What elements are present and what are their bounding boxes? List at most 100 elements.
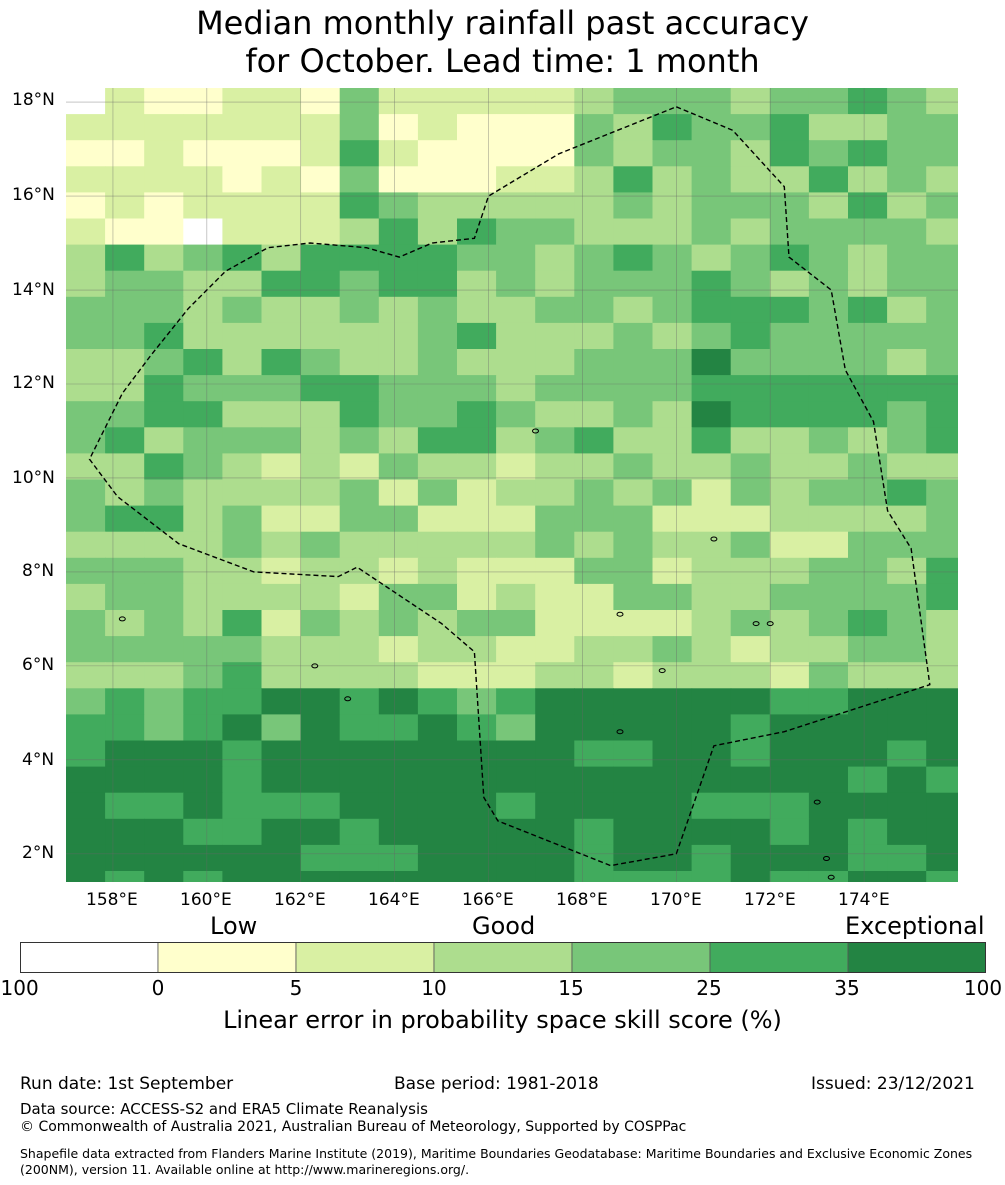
skill-cell bbox=[183, 583, 223, 611]
colorbar bbox=[20, 942, 986, 973]
skill-cell bbox=[574, 349, 614, 376]
skill-cell bbox=[300, 818, 341, 846]
skill-cell bbox=[574, 88, 614, 115]
skill-cell bbox=[848, 714, 888, 742]
skill-cell bbox=[261, 610, 302, 637]
skill-cell bbox=[652, 140, 693, 167]
skill-cell bbox=[926, 844, 958, 872]
skill-cell bbox=[417, 375, 458, 402]
skill-cell bbox=[300, 844, 341, 872]
skill-cell bbox=[574, 792, 614, 820]
skill-cell bbox=[926, 610, 958, 637]
colorbar-tick-5: 5 bbox=[289, 976, 303, 1000]
skill-cell bbox=[496, 244, 536, 272]
skill-cell bbox=[457, 636, 497, 663]
skill-cell bbox=[574, 662, 614, 689]
skill-cell bbox=[105, 218, 145, 246]
skill-cell bbox=[457, 792, 497, 820]
skill-cell bbox=[66, 88, 106, 115]
skill-cell bbox=[222, 349, 263, 376]
skill-cell bbox=[339, 688, 380, 715]
skill-cell bbox=[300, 270, 341, 298]
skill-cell bbox=[691, 453, 732, 481]
skill-cell bbox=[535, 662, 575, 689]
skill-cell bbox=[769, 218, 810, 246]
skill-cell bbox=[730, 88, 771, 115]
skill-cell bbox=[652, 531, 693, 559]
skill-cell bbox=[730, 453, 771, 481]
skill-cell bbox=[808, 583, 849, 611]
skill-cell bbox=[574, 871, 614, 882]
skill-cell bbox=[66, 818, 106, 846]
skill-cell bbox=[261, 531, 302, 559]
skill-cell bbox=[222, 166, 263, 193]
skill-cell bbox=[769, 818, 810, 846]
skill-cell bbox=[574, 114, 614, 141]
skill-cell bbox=[535, 818, 575, 846]
skill-cell bbox=[66, 479, 106, 507]
skill-cell bbox=[613, 871, 654, 882]
skill-cell bbox=[926, 818, 958, 846]
skill-cell bbox=[144, 349, 184, 376]
skill-cell bbox=[652, 610, 693, 637]
skill-cell bbox=[300, 88, 341, 115]
skill-cell bbox=[339, 792, 380, 820]
skill-cell bbox=[496, 270, 536, 298]
skill-cell bbox=[457, 714, 497, 742]
skill-cell bbox=[457, 871, 497, 882]
skill-cell bbox=[457, 349, 497, 376]
colorbar-label-exceptional: Exceptional bbox=[845, 912, 985, 940]
skill-cell bbox=[691, 140, 732, 167]
skill-cell bbox=[261, 296, 302, 324]
skill-cell bbox=[769, 453, 810, 481]
skill-cell bbox=[183, 375, 223, 402]
skill-cell bbox=[574, 427, 614, 454]
skill-cell bbox=[535, 453, 575, 481]
skill-cell bbox=[887, 714, 927, 742]
skill-cell bbox=[378, 792, 419, 820]
colorbar-tick-10: 10 bbox=[421, 976, 447, 1000]
skill-cell bbox=[730, 166, 771, 193]
skill-cell bbox=[769, 322, 810, 350]
skill-cell bbox=[339, 453, 380, 481]
skill-cell bbox=[691, 114, 732, 141]
skill-cell bbox=[261, 375, 302, 402]
skill-cell bbox=[769, 662, 810, 689]
skill-cell bbox=[183, 427, 223, 454]
skill-cell bbox=[574, 244, 614, 272]
skill-cell bbox=[457, 401, 497, 428]
skill-cell bbox=[339, 349, 380, 376]
skill-cell bbox=[222, 375, 263, 402]
skill-cell bbox=[887, 479, 927, 507]
skill-cell bbox=[887, 662, 927, 689]
skill-cell bbox=[183, 792, 223, 820]
skill-cell bbox=[887, 792, 927, 820]
skill-cell bbox=[183, 192, 223, 220]
skill-cell bbox=[535, 557, 575, 585]
skill-cell bbox=[848, 270, 888, 298]
skill-cell bbox=[496, 766, 536, 794]
skill-cell bbox=[730, 192, 771, 220]
skill-cell bbox=[300, 192, 341, 220]
colorbar-swatch bbox=[847, 942, 986, 973]
skill-cell bbox=[926, 270, 958, 298]
skill-cell bbox=[66, 166, 106, 193]
lon-label-158: 158°E bbox=[86, 890, 138, 910]
skill-cell bbox=[222, 114, 263, 141]
skill-cell bbox=[66, 766, 106, 794]
skill-cell bbox=[535, 88, 575, 115]
skill-cell bbox=[769, 192, 810, 220]
skill-cell bbox=[144, 244, 184, 272]
skill-cell bbox=[808, 349, 849, 376]
skill-cell bbox=[848, 88, 888, 115]
skill-cell bbox=[769, 375, 810, 402]
skill-cell bbox=[769, 636, 810, 663]
colorbar-swatch bbox=[571, 942, 711, 973]
skill-cell bbox=[691, 401, 732, 428]
skill-cell bbox=[769, 688, 810, 715]
island-outline bbox=[616, 729, 624, 735]
skill-cell bbox=[574, 766, 614, 794]
skill-cell bbox=[417, 844, 458, 872]
run-date: Run date: 1st September bbox=[20, 1074, 234, 1094]
skill-cell bbox=[652, 296, 693, 324]
